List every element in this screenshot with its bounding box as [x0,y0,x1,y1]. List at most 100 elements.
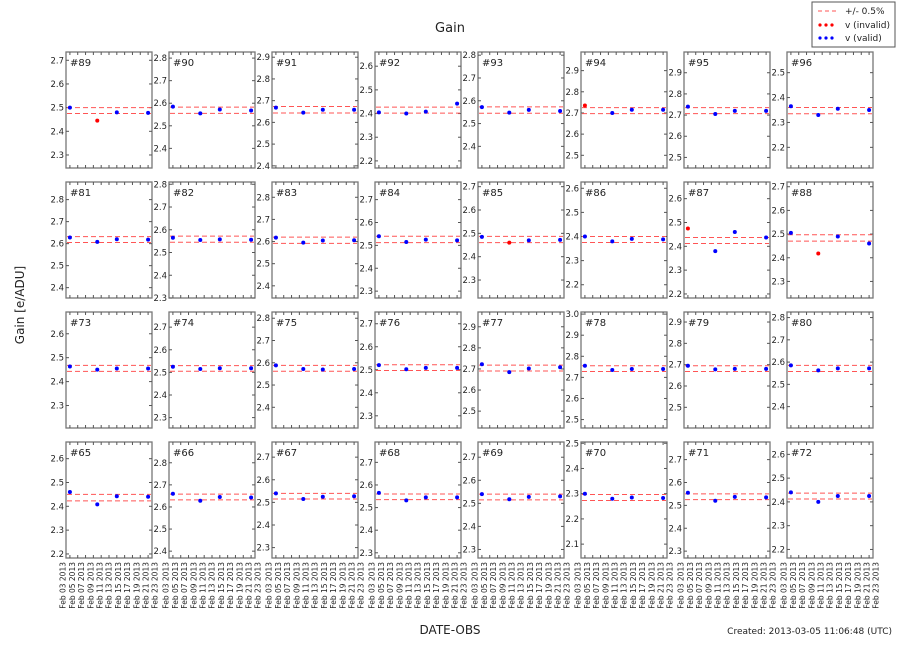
data-point-valid [146,110,151,115]
y-tick-label: 2.4 [256,521,270,531]
data-point-invalid [507,240,512,245]
data-point-valid [198,498,203,503]
panel-frame [786,311,874,429]
y-tick-label: 2.5 [359,86,373,96]
x-tick-label: Feb 09 2013 [86,562,95,609]
panel-76: 2.3 2.4 2.5 2.6 2.7 #76 [359,311,462,429]
panel-79: 2.5 2.6 2.7 2.8 2.9 #79 [668,311,771,429]
y-tick-label: 2.8 [462,344,476,354]
x-tick-label: Feb 23 2013 [151,562,160,609]
x-tick-label: Feb 23 2013 [769,562,778,609]
x-tick-label: Feb 21 2013 [863,562,872,609]
panel-label: #71 [688,448,709,459]
panel-74: 2.3 2.4 2.5 2.6 2.7 #74 [153,311,256,429]
y-tick-label: 2.1 [565,540,579,550]
legend-valid-swatch [818,36,834,40]
panel-frame [271,311,359,429]
data-point-valid [764,108,769,113]
y-tick-label: 2.6 [462,206,476,216]
data-point-valid [404,498,409,503]
data-point-valid [685,363,690,368]
data-point-valid [217,495,222,500]
y-tick-label: 2.7 [462,453,476,463]
data-point-valid [685,104,690,109]
y-tick-label: 2.7 [359,458,373,468]
data-point-valid [867,108,872,112]
x-tick-label: Feb 07 2013 [695,562,704,609]
panel-frame [168,51,256,169]
y-tick-label: 2.8 [50,196,64,206]
y-tick-label: 2.4 [771,254,785,264]
legend-invalid-label: v (invalid) [845,21,890,31]
x-tick-label: Feb 21 2013 [657,562,666,609]
panel-label: #83 [276,188,297,199]
x-tick-label: Feb 21 2013 [142,562,151,609]
y-tick-label: 2.5 [153,249,167,259]
x-tick-label: Feb 05 2013 [480,562,489,609]
x-tick-label: Feb 17 2013 [123,562,132,609]
y-tick-label: 2.6 [50,80,64,90]
panel-label: #67 [276,448,297,459]
data-point-valid [835,234,840,239]
y-tick-label: 2.8 [256,193,270,203]
data-point-valid [249,495,254,500]
y-tick-label: 2.5 [50,478,64,488]
y-tick-label: 2.6 [153,346,167,356]
y-tick-label: 2.5 [462,499,476,509]
y-tick-label: 2.5 [565,208,579,218]
y-tick-label: 2.4 [565,233,579,243]
x-tick-label: Feb 07 2013 [592,562,601,609]
data-point-valid [114,237,119,242]
y-tick-label: 2.6 [359,481,373,491]
panel-label: #72 [791,448,812,459]
y-tick-label: 2.2 [565,281,579,291]
y-tick-label: 2.2 [668,290,682,300]
data-point-valid [867,493,872,498]
y-tick-label: 2.5 [462,120,476,130]
y-tick-label: 2.6 [668,478,682,488]
data-point-valid [217,366,222,371]
data-point-valid [764,235,769,240]
x-tick-label: Feb 05 2013 [583,562,592,609]
y-tick-label: 2.5 [565,439,579,449]
y-tick-label: 2.6 [50,240,64,250]
panel-92: 2.2 2.3 2.4 2.5 2.6 #92 [359,51,462,169]
data-point-invalid [685,226,690,231]
x-tick-label: Feb 09 2013 [498,562,507,609]
y-tick-label: 2.7 [359,320,373,330]
y-tick-label: 2.9 [256,53,270,63]
data-point-valid [67,490,72,495]
y-tick-label: 2.3 [668,547,682,557]
y-tick-label: 2.4 [359,526,373,536]
y-tick-label: 2.5 [668,501,682,511]
x-tick-label: Feb 03 2013 [574,562,583,609]
y-tick-label: 2.2 [565,515,579,525]
data-point-valid [867,241,872,246]
panel-label: #82 [173,188,194,199]
panel-label: #88 [791,188,812,199]
y-tick-label: 2.9 [668,69,682,79]
data-point-valid [352,366,357,371]
y-tick-label: 2.5 [771,69,785,79]
data-point-valid [320,367,325,372]
y-tick-label: 2.4 [359,389,373,399]
x-tick-label: Feb 15 2013 [423,562,432,609]
data-point-valid [558,109,563,114]
panel-frame [271,441,359,559]
x-tick-label: Feb 17 2013 [432,562,441,609]
y-tick-label: 2.5 [359,504,373,514]
y-tick-label: 2.7 [50,218,64,228]
x-tick-label: Feb 03 2013 [59,562,68,609]
y-tick-label: 2.7 [153,481,167,491]
y-tick-label: 2.4 [256,162,270,172]
data-point-valid [732,494,737,499]
data-point-valid [146,494,151,499]
panel-label: #77 [482,318,503,329]
data-point-valid [788,363,793,368]
data-point-valid [376,234,381,239]
y-tick-label: 2.5 [50,104,64,114]
data-point-valid [198,238,203,242]
